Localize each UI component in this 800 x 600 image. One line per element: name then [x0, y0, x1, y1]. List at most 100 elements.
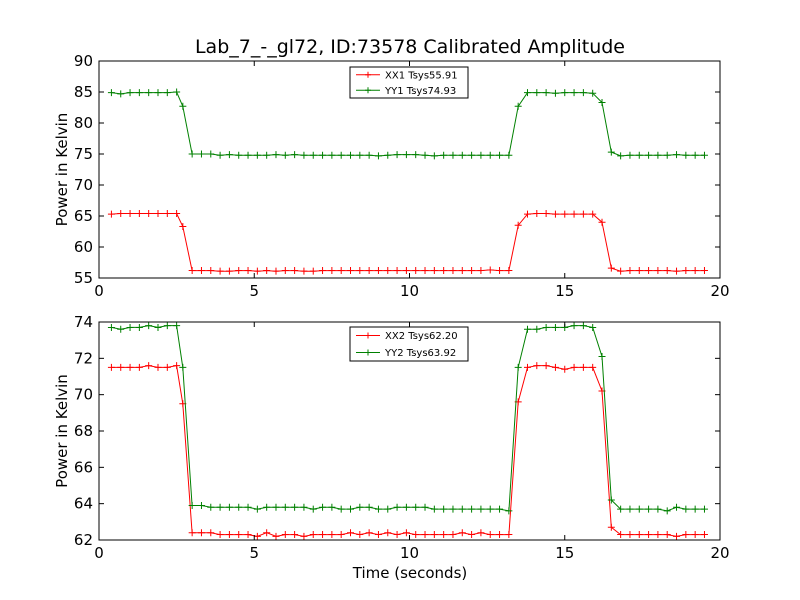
data-point: [440, 267, 448, 275]
data-point: [188, 529, 196, 537]
data-point: [356, 267, 364, 275]
data-point: [154, 363, 162, 371]
data-point: [154, 210, 162, 218]
legend: XX2 Tsys62.20 YY2 Tsys63.92: [349, 326, 469, 362]
data-point: [700, 267, 708, 275]
data-point: [117, 363, 125, 371]
data-point: [272, 267, 280, 275]
data-point: [654, 267, 662, 275]
data-point: [449, 267, 457, 275]
data-point: [188, 267, 196, 275]
data-point: [207, 150, 215, 158]
legend-entry: YY1 Tsys74.93: [384, 86, 456, 97]
data-point: [145, 210, 153, 218]
data-point: [449, 531, 457, 539]
y-tick-label: 74: [74, 313, 93, 331]
data-point: [496, 505, 504, 513]
data-point: [645, 267, 653, 275]
data-point: [300, 151, 308, 159]
data-point: [561, 210, 569, 218]
y-axis-label: Power in Kelvin: [53, 374, 71, 488]
data-point: [117, 210, 125, 218]
data-point: [682, 505, 690, 513]
data-point: [179, 102, 187, 110]
data-point: [486, 266, 494, 274]
data-point: [135, 89, 143, 97]
data-point: [126, 323, 134, 331]
x-tick-label: 0: [94, 544, 104, 562]
data-point: [117, 325, 125, 333]
x-tick-label: 20: [710, 544, 729, 562]
data-point: [617, 152, 625, 160]
y-tick-label: 60: [74, 238, 93, 256]
data-point: [421, 531, 429, 539]
y-tick-label: 80: [74, 114, 93, 132]
data-point: [173, 362, 181, 370]
data-point: [235, 531, 243, 539]
data-point: [542, 89, 550, 97]
data-point: [272, 151, 280, 159]
data-point: [207, 529, 215, 537]
data-point: [533, 325, 541, 333]
data-point: [505, 507, 513, 515]
y-tick-label: 65: [74, 207, 93, 225]
data-point: [272, 532, 280, 540]
data-point: [626, 267, 634, 275]
data-point: [523, 210, 531, 218]
data-point: [225, 151, 233, 159]
data-point: [197, 150, 205, 158]
data-point: [682, 531, 690, 539]
data-point: [244, 267, 252, 275]
data-point: [281, 503, 289, 511]
data-point: [393, 503, 401, 511]
y-tick-label: 64: [74, 495, 93, 513]
data-point: [163, 210, 171, 218]
data-point: [561, 365, 569, 373]
data-point: [412, 267, 420, 275]
data-point: [523, 89, 531, 97]
data-point: [163, 322, 171, 330]
data-point: [319, 267, 327, 275]
data-point: [337, 505, 345, 513]
y-tick-label: 85: [74, 83, 93, 101]
data-point: [135, 363, 143, 371]
data-point: [107, 89, 115, 97]
legend-marker: [365, 87, 371, 94]
data-point: [263, 267, 271, 275]
data-point: [412, 503, 420, 511]
data-point: [107, 363, 115, 371]
data-point: [505, 267, 513, 275]
data-point: [347, 267, 355, 275]
data-point: [393, 531, 401, 539]
y-tick-label: 75: [74, 145, 93, 163]
x-tick-label: 15: [555, 544, 574, 562]
data-point: [477, 151, 485, 159]
data-point: [412, 531, 420, 539]
data-point: [645, 531, 653, 539]
data-point: [300, 503, 308, 511]
data-point: [579, 322, 587, 330]
data-point: [253, 151, 261, 159]
data-point: [384, 151, 392, 159]
data-point: [505, 151, 513, 159]
data-point: [570, 210, 578, 218]
data-point: [319, 503, 327, 511]
x-tick-label: 10: [400, 282, 419, 300]
data-point: [617, 505, 625, 513]
data-point: [570, 89, 578, 97]
data-point: [107, 210, 115, 218]
data-point: [421, 503, 429, 511]
data-point: [458, 529, 466, 537]
data-point: [235, 151, 243, 159]
data-point: [617, 531, 625, 539]
data-point: [607, 148, 615, 156]
data-point: [117, 90, 125, 98]
data-point: [542, 210, 550, 218]
data-point: [561, 89, 569, 97]
data-point: [309, 267, 317, 275]
data-point: [430, 531, 438, 539]
data-point: [272, 503, 280, 511]
data-point: [514, 363, 522, 371]
data-point: [393, 267, 401, 275]
